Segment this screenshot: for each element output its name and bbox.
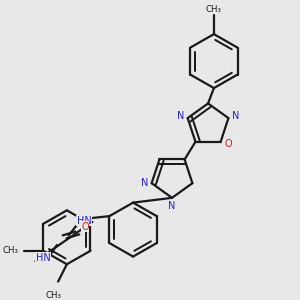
Text: N: N [232, 111, 239, 121]
Text: N: N [177, 111, 184, 121]
Text: HN: HN [36, 253, 51, 262]
Text: CH₃: CH₃ [206, 4, 222, 14]
Text: N: N [168, 200, 176, 211]
Text: O: O [225, 139, 232, 149]
Text: CH₃: CH₃ [2, 246, 18, 255]
Text: O: O [81, 222, 89, 232]
Text: HN: HN [77, 216, 92, 226]
Text: CH₃: CH₃ [45, 291, 61, 300]
Text: N: N [141, 178, 148, 188]
